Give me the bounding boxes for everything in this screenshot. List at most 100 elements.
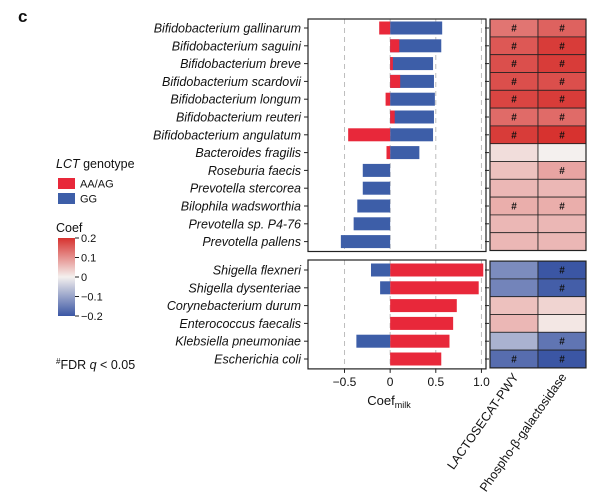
species-label: Prevotella pallens (202, 235, 301, 249)
bar-panel-1 (304, 18, 487, 253)
significance-mark: # (559, 266, 565, 277)
species-label: Bilophila wadsworthia (181, 200, 301, 214)
footnote-threshold: < 0.05 (97, 358, 136, 372)
x-axis-label-sub: milk (395, 400, 411, 410)
genotype-suffix: genotype (80, 157, 135, 171)
significance-mark: # (511, 355, 517, 366)
heat-cell (537, 214, 587, 234)
bar-plot: −0.5 0 0.5 1.0 Coefmilk (304, 18, 490, 410)
species-label: Corynebacterium durum (167, 299, 301, 313)
significance-mark: # (511, 24, 517, 35)
species-label: Prevotella stercorea (190, 182, 301, 196)
bar-aa-ag (390, 263, 484, 277)
bar-gg (362, 181, 391, 195)
bar-gg (370, 263, 391, 277)
bar-gg (340, 235, 391, 249)
footnote-symbol: # (56, 357, 61, 366)
significance-mark: # (559, 355, 565, 366)
significance-mark: # (559, 77, 565, 88)
significance-mark: # (559, 95, 565, 106)
species-label: Enterococcus faecalis (179, 317, 301, 331)
bar-gg (390, 21, 443, 35)
bar-panel-frame (307, 259, 487, 370)
species-label: Bacteroides fragilis (195, 146, 301, 160)
bar-aa-ag (390, 110, 395, 124)
bar-aa-ag (390, 39, 400, 53)
bar-gg (390, 146, 420, 160)
heatmap-column-label: Phospho-β-galactosidase (477, 371, 570, 495)
species-labels: Bifidobacterium gallinarum Bifidobacteriu… (153, 22, 302, 367)
significance-mark: # (511, 130, 517, 141)
significance-mark: # (511, 77, 517, 88)
significance-mark: # (559, 59, 565, 70)
bar-gg (362, 163, 391, 177)
x-axis-label: Coefmilk (367, 393, 411, 410)
heat-cell (537, 314, 587, 333)
footnote-fdr: FDR (60, 358, 89, 372)
significance-mark: # (511, 202, 517, 213)
bar-aa-ag (385, 92, 391, 106)
heat-cell (489, 178, 539, 198)
coef-tick-label: −0.1 (81, 292, 103, 304)
heat-cell (489, 143, 539, 162)
species-label: Bifidobacterium angulatum (153, 128, 301, 142)
genotype-gene: LCT (56, 157, 81, 171)
significance-mark: # (511, 95, 517, 106)
legend-swatch (58, 193, 75, 204)
species-label: Bifidobacterium gallinarum (154, 22, 301, 36)
significance-mark: # (559, 113, 565, 124)
species-label: Shigella flexneri (213, 264, 302, 278)
coef-tick-label: −0.2 (81, 311, 103, 323)
coef-tick-label: 0.1 (81, 253, 96, 265)
significance-mark: # (559, 283, 565, 294)
species-label: Klebsiella pneumoniae (175, 335, 301, 349)
heat-cell (489, 296, 539, 315)
bar-aa-ag (390, 316, 454, 330)
bar-gg (390, 110, 434, 124)
bar-gg (390, 128, 434, 142)
heat-cell (489, 278, 539, 298)
coef-colorbar (58, 238, 75, 316)
significance-mark: # (559, 337, 565, 348)
species-label: Bifidobacterium breve (180, 57, 301, 71)
heat-cell (537, 178, 587, 198)
bar-aa-ag (386, 146, 391, 160)
bar-aa-ag (379, 21, 391, 35)
genotype-legend-title: LCT genotype (56, 157, 135, 171)
significance-mark: # (511, 59, 517, 70)
heat-cell (489, 232, 539, 251)
species-label: Bifidobacterium reuteri (176, 111, 302, 125)
bar-aa-ag (390, 57, 393, 71)
significance-mark: # (511, 113, 517, 124)
x-tick-label: −0.5 (333, 375, 357, 389)
species-label: Roseburia faecis (208, 164, 301, 178)
bar-aa-ag (390, 334, 450, 348)
species-label: Bifidobacterium scardovii (162, 75, 302, 89)
heatmap: # ## ## ## ## ## ## ### ##### #LACTOSECAT-PWYPhos… (445, 18, 587, 495)
coef-tick-label: 0.2 (81, 233, 96, 245)
bar-gg (390, 39, 442, 53)
significance-mark: # (559, 202, 565, 213)
fdr-footnote: #FDR q < 0.05 (56, 357, 135, 372)
heat-cell (537, 143, 587, 162)
bar-gg (356, 334, 391, 348)
species-label: Bifidobacterium longum (170, 93, 301, 107)
x-tick-label: 1.0 (473, 375, 490, 389)
panel-letter: c (18, 7, 27, 26)
bar-aa-ag (390, 74, 401, 88)
significance-mark: # (511, 41, 517, 52)
species-label: Escherichia coli (214, 353, 302, 367)
heat-cell (489, 314, 539, 333)
footnote-q: q (90, 358, 97, 372)
legend-label: AA/AG (80, 179, 114, 191)
species-label: Prevotella sp. P4-76 (188, 217, 301, 231)
legend-label: GG (80, 194, 97, 206)
bar-gg (357, 199, 391, 213)
significance-mark: # (559, 24, 565, 35)
heat-cell (489, 214, 539, 234)
x-axis-label-main: Coef (367, 393, 395, 408)
heat-cell (489, 161, 539, 180)
bar-panel-2 (304, 259, 487, 370)
heat-panel-frame (489, 18, 587, 252)
